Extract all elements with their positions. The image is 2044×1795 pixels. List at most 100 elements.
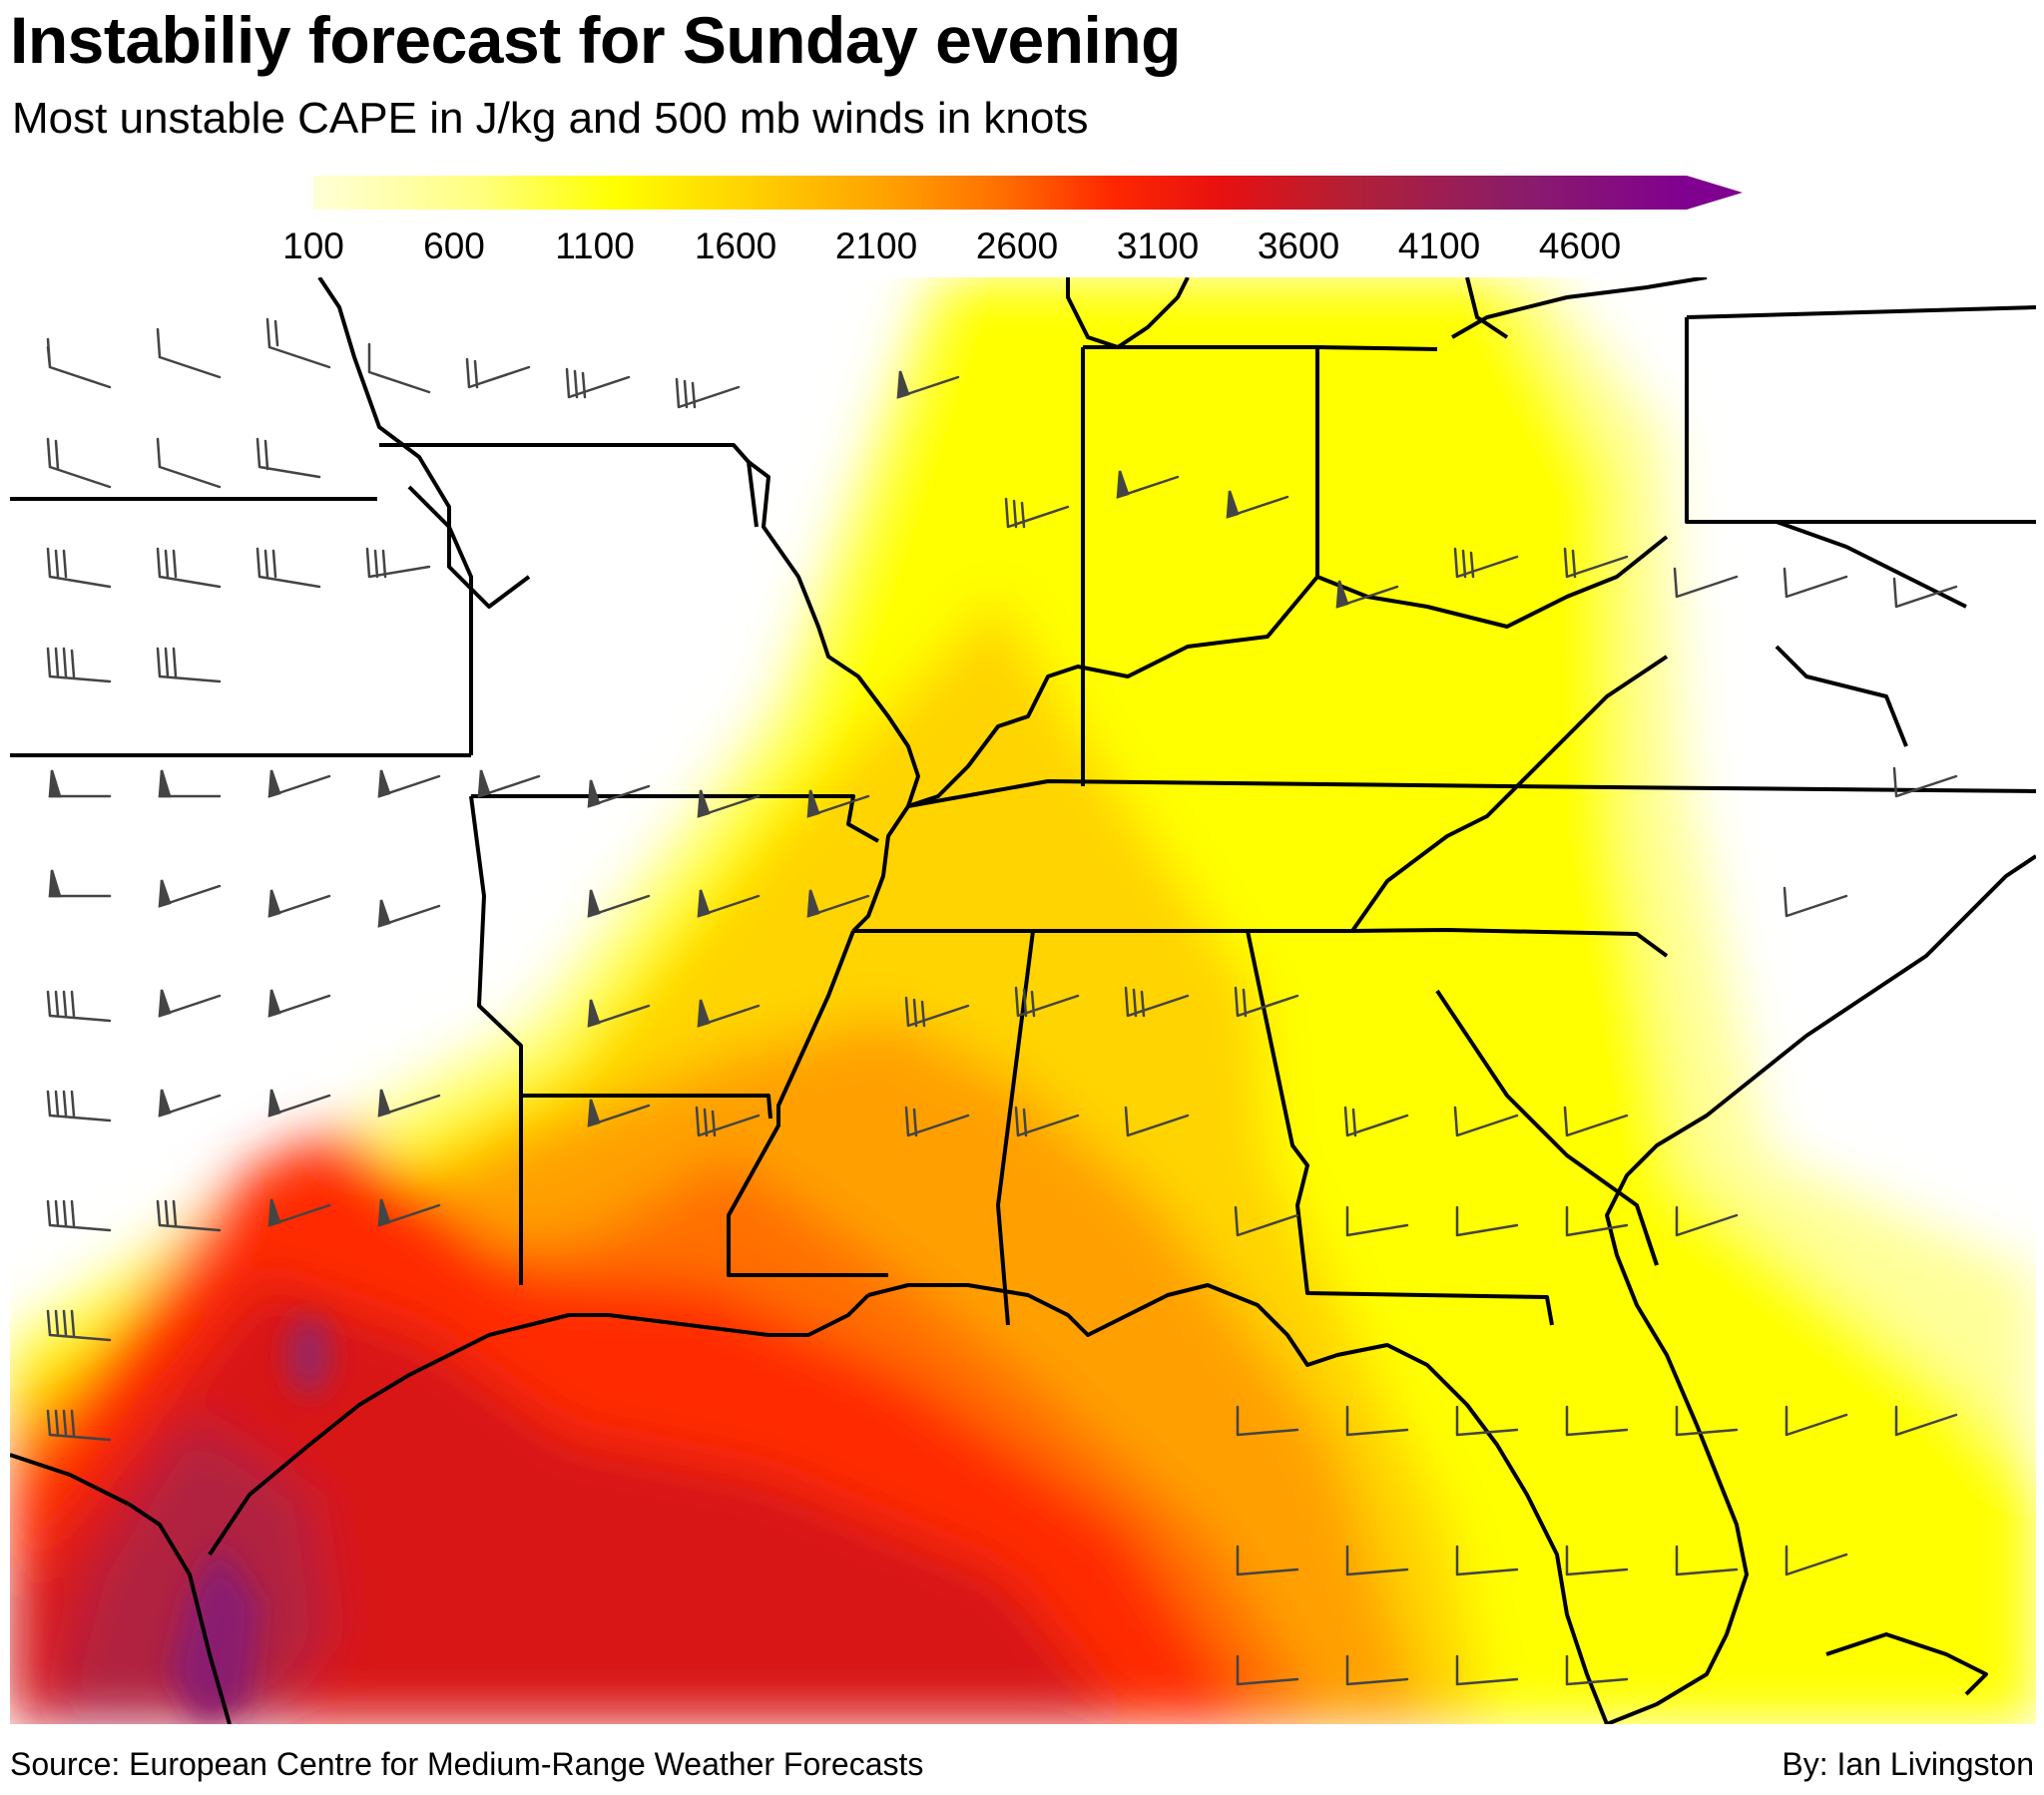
tick-label: 1100 (555, 225, 635, 266)
wind-barb (267, 1198, 331, 1227)
wind-barb (1783, 567, 1848, 599)
wind-barb (1563, 1106, 1629, 1137)
wind-barb (565, 367, 631, 399)
wind-barb (1453, 547, 1519, 579)
wind-barb (465, 357, 531, 389)
wind-barb (1563, 547, 1629, 579)
wind-barb (1236, 1545, 1299, 1576)
chart-title: Instabiliy forecast for Sunday evening (10, 3, 1181, 77)
color-scale-bar (313, 176, 1687, 210)
wind-barb (697, 999, 761, 1028)
wind-barb (156, 327, 222, 379)
wind-barb (46, 1199, 112, 1232)
wind-barb (1675, 1205, 1739, 1237)
wind-barb (46, 1309, 112, 1342)
wind-barb (477, 769, 541, 798)
wind-barb (904, 996, 970, 1028)
great-lakes (1066, 277, 1708, 350)
wind-barb (1014, 986, 1080, 1018)
wind-barb (1673, 567, 1739, 599)
wind-barb (1565, 1405, 1629, 1437)
wind-barb (46, 337, 112, 389)
wind-barb (367, 342, 431, 394)
wind-barb (265, 317, 331, 369)
wind-barb (377, 769, 441, 798)
wind-barb (1894, 1405, 1958, 1437)
wind-barb (1892, 766, 1958, 798)
wind-barb (904, 1106, 970, 1137)
tick-label: 600 (423, 225, 485, 266)
wind-barb (1004, 497, 1070, 529)
wind-barb (1565, 1205, 1629, 1237)
wind-barb (1236, 1405, 1299, 1437)
wind-barb (587, 1099, 651, 1127)
wind-barb (1345, 1545, 1409, 1576)
wind-barb (256, 437, 321, 479)
wind-barbs (46, 317, 1958, 1686)
color-scale-arrow (1687, 176, 1743, 210)
wind-barb (1124, 986, 1190, 1018)
wind-barb (695, 1106, 761, 1137)
wind-barb (158, 989, 222, 1018)
tick-label: 3600 (1257, 225, 1340, 266)
chart-subtitle: Most unstable CAPE in J/kg and 500 mb wi… (12, 94, 1089, 143)
wind-barb (267, 889, 331, 918)
wind-barb (46, 547, 112, 589)
wind-barb (1345, 1205, 1409, 1237)
wind-barb (46, 1409, 112, 1442)
wind-barb (1453, 1106, 1519, 1137)
wind-barb (1455, 1405, 1519, 1437)
wind-barb (697, 889, 761, 918)
wind-barb (896, 370, 960, 399)
wind-barb (46, 437, 112, 489)
wind-barb (1675, 1405, 1739, 1437)
wind-barb (1675, 1545, 1739, 1576)
wind-barb (1124, 1106, 1190, 1137)
wind-barb (1455, 1654, 1519, 1686)
tick-label: 3100 (1116, 225, 1200, 266)
tick-label: 2100 (834, 225, 918, 266)
wind-barb (1565, 1654, 1629, 1686)
wind-barb (1014, 1106, 1080, 1137)
cape-maroon (50, 1415, 329, 1724)
tick-label: 1600 (694, 225, 777, 266)
wind-barb (1785, 1545, 1848, 1576)
wind-barb (156, 1199, 222, 1232)
wind-barb (46, 1090, 112, 1122)
coastline (10, 854, 2036, 1724)
tick-label: 4600 (1538, 225, 1622, 266)
wind-barb (1783, 886, 1848, 918)
wind-barb (365, 547, 431, 579)
cape-purple-core (170, 1315, 331, 1724)
wind-barb (806, 789, 870, 818)
wind-barb (158, 769, 222, 798)
wind-barb (675, 377, 741, 409)
wind-barb (587, 999, 651, 1028)
wind-barb (1455, 1545, 1519, 1576)
forecast-map (10, 277, 2036, 1724)
wind-barb (256, 547, 321, 589)
wind-barb (1345, 1405, 1409, 1437)
wind-barb (1234, 1205, 1299, 1237)
wind-barb (1226, 490, 1289, 519)
wind-barb (377, 1089, 441, 1118)
wind-barb (1455, 1205, 1519, 1237)
wind-barb (48, 869, 112, 898)
wind-barb (1335, 580, 1399, 609)
state-borders (10, 305, 2036, 1326)
wind-barb (46, 990, 112, 1023)
wind-barb (1345, 1654, 1409, 1686)
wind-barb (1234, 986, 1299, 1018)
wind-barb (1785, 1405, 1848, 1437)
wind-barb (267, 1089, 331, 1118)
author-byline: By: Ian Livingston (1782, 1746, 2034, 1782)
wind-barb (1343, 1106, 1409, 1137)
wind-barb (1892, 577, 1958, 609)
tick-label: 2600 (975, 225, 1059, 266)
wind-barb (377, 1198, 441, 1227)
rivers (317, 277, 1319, 933)
wind-barb (1565, 1545, 1629, 1576)
wind-barb (377, 899, 441, 928)
tick-label: 4100 (1397, 225, 1481, 266)
wind-barb (697, 789, 761, 818)
